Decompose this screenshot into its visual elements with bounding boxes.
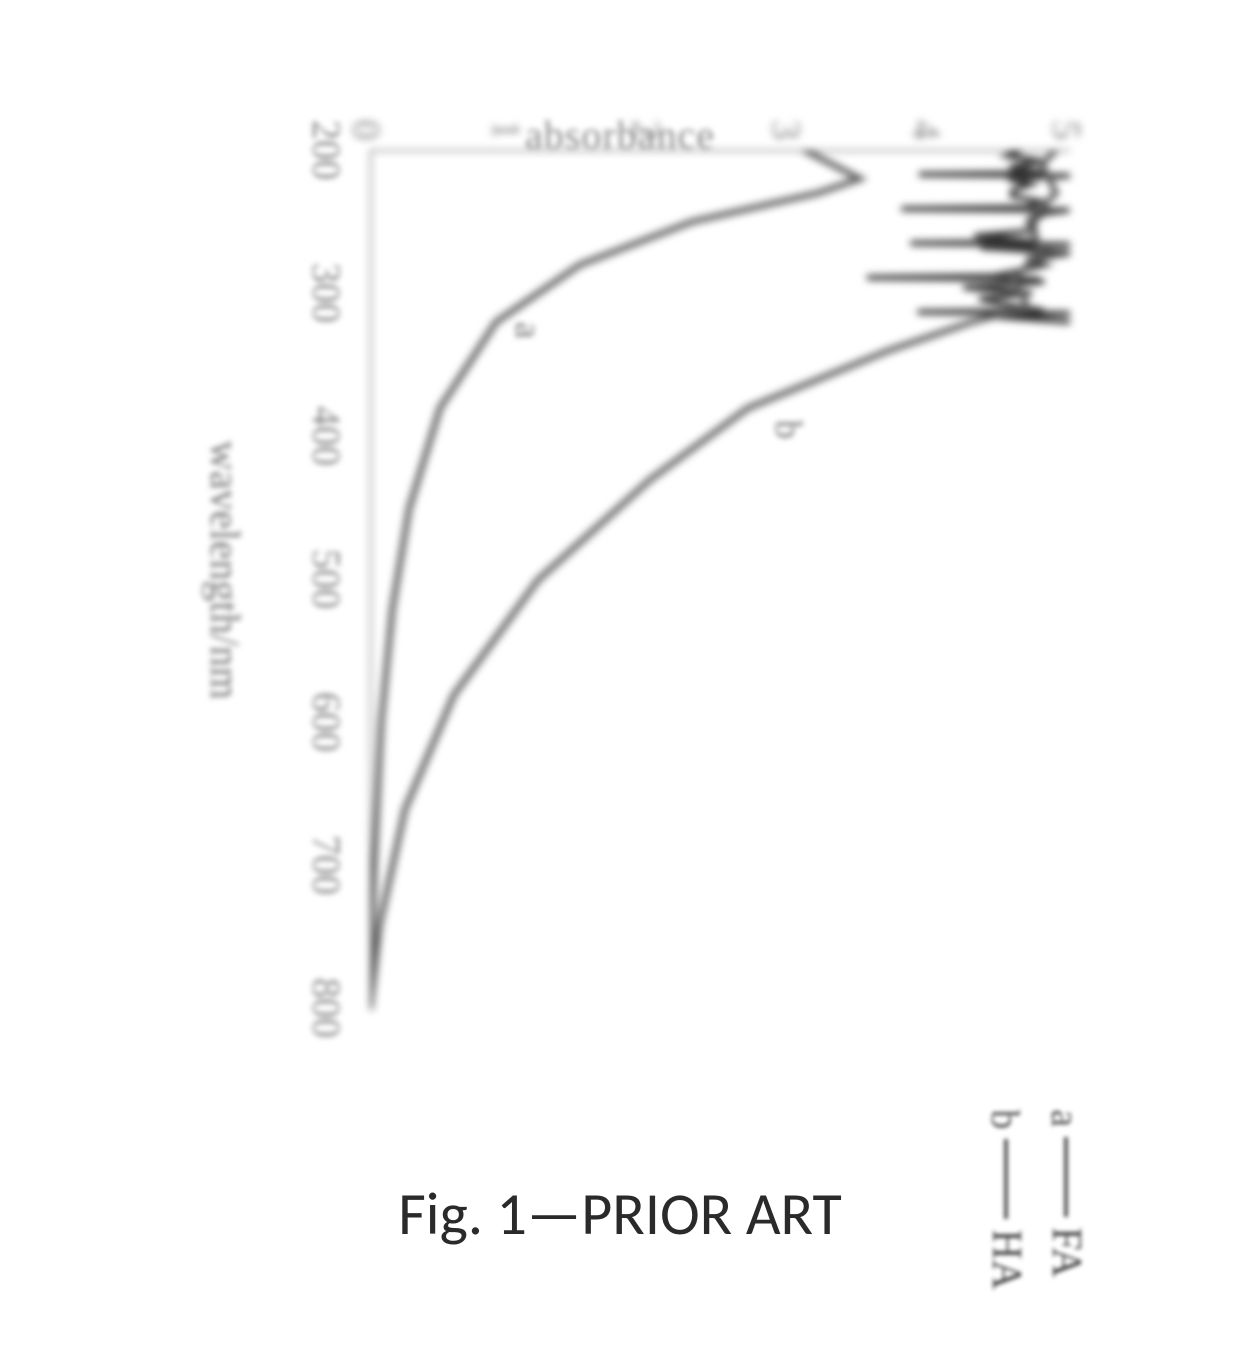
ytick-5: 5 <box>1043 90 1090 140</box>
xtick-800: 800 <box>303 968 350 1048</box>
legend-line-b <box>1004 1139 1008 1219</box>
ytick-0: 0 <box>343 90 390 140</box>
xtick-300: 300 <box>303 253 350 333</box>
legend-line-a <box>1064 1137 1068 1217</box>
x-axis-label: wavelength/nm <box>200 441 248 700</box>
legend-key-a: a <box>1043 1109 1090 1127</box>
xtick-600: 600 <box>303 682 350 762</box>
series-a-line <box>370 150 860 1010</box>
legend-row-b: b HA <box>982 1109 1030 1290</box>
chart-inner: absorbance 0 1 2 3 4 5 200 300 400 500 6… <box>130 0 1110 1140</box>
figure-caption: Fig. 1—PRIOR ART <box>398 1178 842 1251</box>
xtick-400: 400 <box>303 396 350 476</box>
ytick-3: 3 <box>763 90 810 140</box>
xtick-200: 200 <box>303 110 350 190</box>
plot-area <box>370 150 1070 1010</box>
series-b-noise <box>867 150 1070 322</box>
xtick-500: 500 <box>303 539 350 619</box>
legend-label-a: FA <box>1042 1227 1090 1278</box>
xtick-700: 700 <box>303 825 350 905</box>
ytick-2: 2 <box>623 90 670 140</box>
curve-a-label: a <box>506 322 550 339</box>
ytick-4: 4 <box>903 90 950 140</box>
legend-label-b: HA <box>982 1229 1030 1290</box>
page: absorbance 0 1 2 3 4 5 200 300 400 500 6… <box>0 0 1240 1351</box>
ytick-1: 1 <box>483 90 530 140</box>
legend-key-b: b <box>983 1109 1030 1129</box>
legend-row-a: a FA <box>1042 1109 1090 1290</box>
curve-b-label: b <box>766 420 810 439</box>
chart-rotated-container: absorbance 0 1 2 3 4 5 200 300 400 500 6… <box>130 0 1110 1140</box>
legend: a FA b HA <box>970 1109 1090 1290</box>
